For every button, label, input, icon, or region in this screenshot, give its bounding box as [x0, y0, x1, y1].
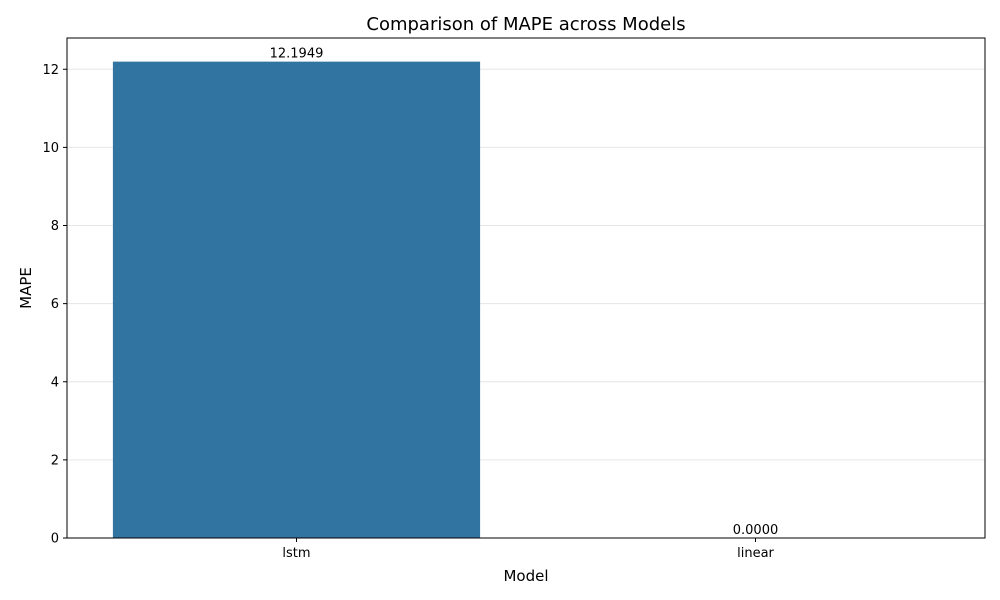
y-tick-label: 2: [51, 453, 59, 468]
x-tick-label-lstm: lstm: [282, 546, 310, 561]
x-axis-label: Model: [503, 567, 548, 585]
y-tick-label: 0: [51, 532, 59, 547]
y-tick-label: 12: [42, 63, 59, 78]
y-tick-labels: 0 2 4 6 8 10 12: [42, 63, 67, 547]
data-labels: 12.1949 0.0000: [270, 47, 779, 538]
y-tick-label: 10: [42, 141, 59, 156]
data-label-lstm: 12.1949: [270, 47, 324, 62]
plot-frame: [66, 37, 986, 539]
bars: [112, 61, 481, 538]
y-tick-label: 6: [51, 297, 59, 312]
data-label-linear: 0.0000: [733, 523, 779, 538]
bar-lstm: [112, 61, 481, 538]
chart-title: Comparison of MAPE across Models: [366, 14, 685, 35]
y-tick-label: 8: [51, 219, 59, 234]
x-tick-label-linear: linear: [737, 546, 774, 561]
y-tick-label: 4: [51, 375, 59, 390]
y-axis-label: MAPE: [17, 267, 35, 309]
x-tick-labels: lstm linear: [282, 538, 775, 561]
